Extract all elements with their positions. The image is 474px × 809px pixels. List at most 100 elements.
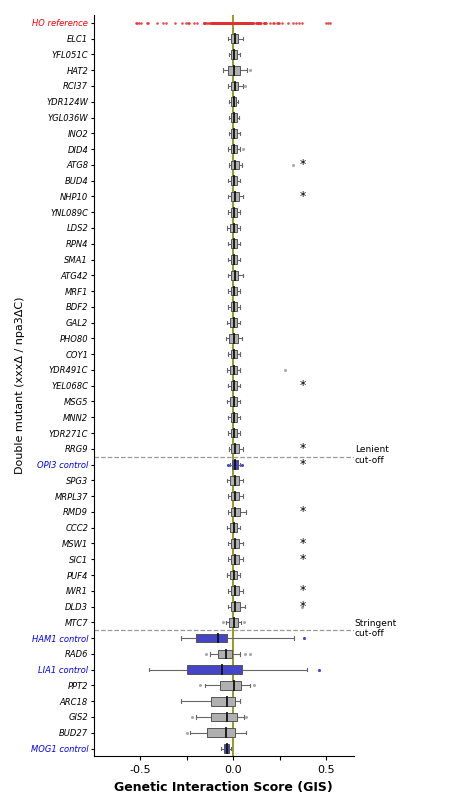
Point: [215, 16, 223, 29]
Point: [201, 16, 208, 29]
Point: [237, 16, 244, 29]
Point: [239, 16, 247, 29]
Point: [250, 679, 257, 692]
Point: [231, 16, 239, 29]
Bar: [211, 697, 235, 705]
Bar: [230, 318, 237, 327]
Bar: [230, 476, 238, 485]
Point: [227, 16, 234, 29]
Point: [241, 16, 248, 29]
Point: [244, 16, 251, 29]
Point: [232, 16, 240, 29]
Point: [224, 16, 231, 29]
Point: [270, 16, 278, 29]
Point: [239, 16, 247, 29]
Point: [212, 16, 219, 29]
Point: [298, 600, 306, 613]
Point: [255, 16, 263, 29]
Point: [217, 16, 225, 29]
Point: [237, 16, 245, 29]
Bar: [231, 413, 237, 421]
Point: [209, 16, 217, 29]
Bar: [231, 160, 238, 169]
Point: [248, 16, 256, 29]
Point: [220, 16, 228, 29]
Point: [248, 16, 255, 29]
Point: [240, 16, 247, 29]
Point: [190, 16, 197, 29]
Point: [236, 16, 244, 29]
Point: [233, 16, 240, 29]
Point: [183, 726, 191, 739]
Bar: [231, 208, 237, 217]
Point: [206, 16, 213, 29]
Point: [241, 79, 249, 92]
Point: [233, 16, 240, 29]
Point: [237, 16, 245, 29]
Point: [243, 16, 250, 29]
Point: [237, 16, 245, 29]
Point: [207, 16, 215, 29]
Point: [213, 16, 220, 29]
Point: [202, 647, 210, 660]
Point: [230, 16, 238, 29]
Point: [253, 16, 260, 29]
Bar: [231, 129, 237, 138]
Point: [219, 16, 227, 29]
Point: [237, 16, 244, 29]
Point: [232, 16, 240, 29]
Point: [228, 16, 235, 29]
Bar: [211, 713, 237, 722]
Point: [237, 16, 245, 29]
Point: [216, 16, 223, 29]
Point: [234, 16, 241, 29]
Point: [261, 16, 268, 29]
Point: [135, 16, 142, 29]
Point: [300, 632, 308, 645]
Point: [228, 16, 235, 29]
Bar: [231, 271, 237, 280]
Point: [256, 16, 264, 29]
Bar: [230, 570, 237, 579]
Point: [225, 16, 233, 29]
Point: [219, 16, 227, 29]
Point: [244, 16, 252, 29]
Point: [234, 16, 241, 29]
Point: [249, 16, 257, 29]
Point: [228, 16, 235, 29]
Point: [237, 16, 245, 29]
Point: [298, 16, 306, 29]
Point: [196, 679, 203, 692]
Point: [210, 16, 217, 29]
Bar: [231, 349, 237, 358]
Point: [235, 16, 243, 29]
Point: [212, 16, 220, 29]
Point: [235, 16, 243, 29]
Point: [248, 16, 255, 29]
Text: *: *: [300, 379, 306, 392]
Point: [246, 16, 254, 29]
Bar: [231, 507, 240, 516]
Point: [324, 16, 331, 29]
Point: [237, 16, 244, 29]
Point: [234, 16, 242, 29]
Point: [227, 16, 234, 29]
Point: [222, 16, 230, 29]
Point: [234, 16, 241, 29]
Point: [292, 16, 300, 29]
Point: [246, 16, 253, 29]
Point: [244, 16, 252, 29]
Bar: [231, 555, 238, 564]
Point: [219, 616, 227, 629]
Point: [278, 16, 285, 29]
Bar: [231, 113, 237, 122]
Point: [254, 16, 262, 29]
Point: [222, 16, 230, 29]
Point: [216, 16, 224, 29]
Bar: [224, 744, 229, 753]
Bar: [231, 192, 238, 201]
Point: [242, 710, 250, 723]
Point: [236, 16, 243, 29]
Point: [237, 16, 245, 29]
Point: [244, 16, 252, 29]
